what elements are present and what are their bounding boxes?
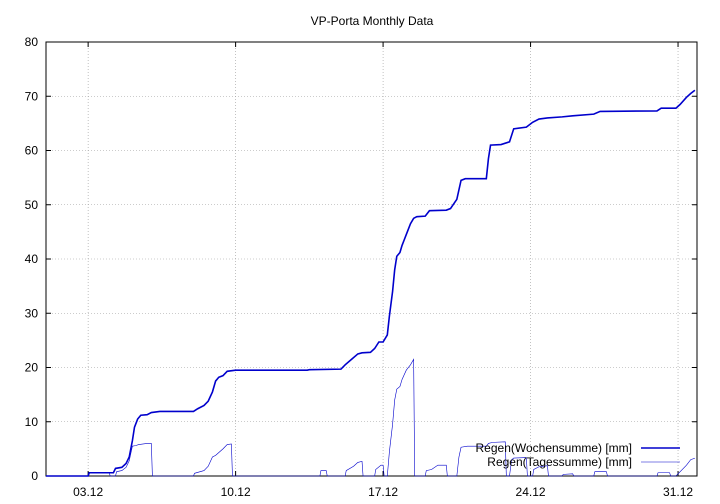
data-series <box>46 89 696 477</box>
axes: 0 10 20 30 40 50 60 70 80 03.12 10.12 17.12 24.12 31.… <box>25 35 698 499</box>
x-tick-label: 24.12 <box>516 485 546 499</box>
x-tick-label: 03.12 <box>73 485 103 499</box>
y-tick-label: 0 <box>31 469 38 483</box>
plot-frame <box>45 41 698 477</box>
series-line-tagessumme <box>46 358 695 477</box>
y-tick-label: 30 <box>25 306 39 320</box>
y-tick-label: 60 <box>25 144 39 158</box>
legend-label: Regen(Tagessumme) [mm] <box>487 455 632 469</box>
y-tick-label: 70 <box>25 89 39 103</box>
y-tick-label: 50 <box>25 198 39 212</box>
x-tick-label: 17.12 <box>368 485 398 499</box>
legend-label: Regen(Wochensumme) [mm] <box>476 441 633 455</box>
y-tick-label: 80 <box>25 35 39 49</box>
y-tick-label: 40 <box>25 252 39 266</box>
y-tick-label: 20 <box>25 361 39 375</box>
series-line-wochensumme <box>46 89 696 477</box>
grid-lines <box>46 42 697 476</box>
x-tick-label: 10.12 <box>221 485 251 499</box>
x-tick-label: 31.12 <box>663 485 693 499</box>
y-tick-label: 10 <box>25 415 39 429</box>
chart-title: VP-Porta Monthly Data <box>311 14 434 28</box>
legend: Regen(Wochensumme) [mm]Regen(Tagessumme)… <box>476 441 680 469</box>
